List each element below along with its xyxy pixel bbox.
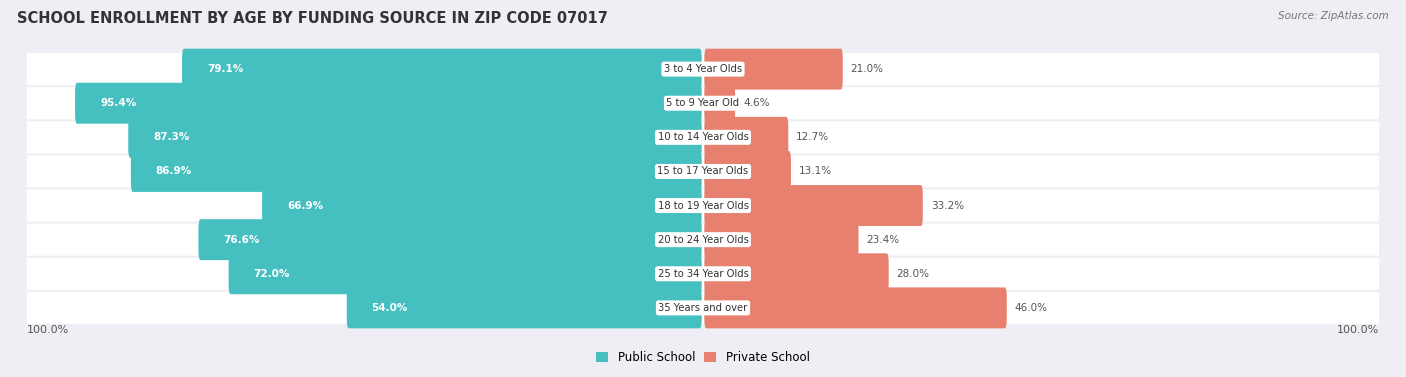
FancyBboxPatch shape <box>704 287 1007 328</box>
FancyBboxPatch shape <box>704 83 735 124</box>
Text: 100.0%: 100.0% <box>1337 325 1379 335</box>
Text: 5 to 9 Year Old: 5 to 9 Year Old <box>666 98 740 108</box>
Text: 13.1%: 13.1% <box>799 166 832 176</box>
Text: Source: ZipAtlas.com: Source: ZipAtlas.com <box>1278 11 1389 21</box>
Text: 46.0%: 46.0% <box>1015 303 1047 313</box>
FancyBboxPatch shape <box>262 185 702 226</box>
Text: 23.4%: 23.4% <box>866 234 900 245</box>
FancyBboxPatch shape <box>75 83 702 124</box>
Text: 86.9%: 86.9% <box>156 166 191 176</box>
Text: 3 to 4 Year Olds: 3 to 4 Year Olds <box>664 64 742 74</box>
Text: 76.6%: 76.6% <box>224 234 260 245</box>
Text: 20 to 24 Year Olds: 20 to 24 Year Olds <box>658 234 748 245</box>
FancyBboxPatch shape <box>27 155 1379 187</box>
FancyBboxPatch shape <box>704 151 792 192</box>
FancyBboxPatch shape <box>27 53 1379 85</box>
Text: 18 to 19 Year Olds: 18 to 19 Year Olds <box>658 201 748 211</box>
Text: 12.7%: 12.7% <box>796 132 830 143</box>
Text: 54.0%: 54.0% <box>371 303 408 313</box>
Text: 87.3%: 87.3% <box>153 132 190 143</box>
Text: 15 to 17 Year Olds: 15 to 17 Year Olds <box>658 166 748 176</box>
Legend: Public School, Private School: Public School, Private School <box>592 346 814 369</box>
Text: 79.1%: 79.1% <box>207 64 243 74</box>
FancyBboxPatch shape <box>128 117 702 158</box>
FancyBboxPatch shape <box>27 190 1379 222</box>
FancyBboxPatch shape <box>131 151 702 192</box>
FancyBboxPatch shape <box>347 287 702 328</box>
FancyBboxPatch shape <box>704 219 859 260</box>
Text: 33.2%: 33.2% <box>931 201 963 211</box>
FancyBboxPatch shape <box>704 49 842 90</box>
Text: 66.9%: 66.9% <box>287 201 323 211</box>
FancyBboxPatch shape <box>704 185 922 226</box>
Text: 21.0%: 21.0% <box>851 64 883 74</box>
Text: 95.4%: 95.4% <box>100 98 136 108</box>
FancyBboxPatch shape <box>27 224 1379 256</box>
FancyBboxPatch shape <box>704 253 889 294</box>
FancyBboxPatch shape <box>27 87 1379 119</box>
Text: 72.0%: 72.0% <box>253 269 290 279</box>
Text: 100.0%: 100.0% <box>27 325 69 335</box>
FancyBboxPatch shape <box>27 292 1379 324</box>
Text: 25 to 34 Year Olds: 25 to 34 Year Olds <box>658 269 748 279</box>
Text: 35 Years and over: 35 Years and over <box>658 303 748 313</box>
Text: 4.6%: 4.6% <box>742 98 769 108</box>
FancyBboxPatch shape <box>198 219 702 260</box>
FancyBboxPatch shape <box>27 258 1379 290</box>
FancyBboxPatch shape <box>27 121 1379 153</box>
FancyBboxPatch shape <box>229 253 702 294</box>
Text: 28.0%: 28.0% <box>897 269 929 279</box>
Text: 10 to 14 Year Olds: 10 to 14 Year Olds <box>658 132 748 143</box>
FancyBboxPatch shape <box>704 117 789 158</box>
FancyBboxPatch shape <box>181 49 702 90</box>
Text: SCHOOL ENROLLMENT BY AGE BY FUNDING SOURCE IN ZIP CODE 07017: SCHOOL ENROLLMENT BY AGE BY FUNDING SOUR… <box>17 11 607 26</box>
